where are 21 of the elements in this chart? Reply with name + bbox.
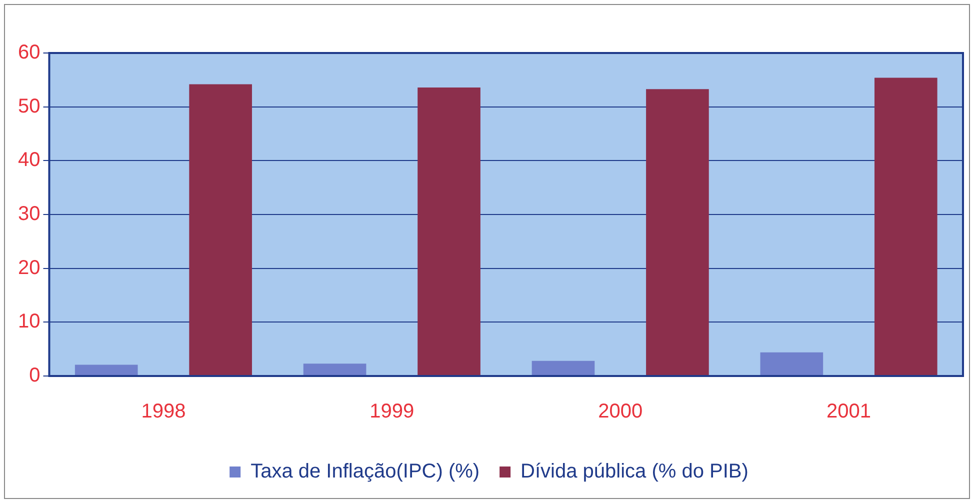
y-tick-label: 30 xyxy=(18,203,40,226)
x-tick-label: 2001 xyxy=(826,400,872,423)
y-tick-label: 10 xyxy=(18,310,40,333)
x-tick-label: 1999 xyxy=(370,400,414,423)
legend-label: Taxa de Inflação(IPC) (%) xyxy=(250,460,480,483)
bar xyxy=(874,78,938,376)
bar xyxy=(303,364,366,376)
y-tick-label: 50 xyxy=(18,95,40,118)
y-tick-label: 40 xyxy=(18,149,40,172)
bar xyxy=(532,360,595,376)
bar xyxy=(189,84,252,376)
bar xyxy=(646,89,709,376)
x-tick-label: 1998 xyxy=(141,400,186,423)
y-tick-label: 60 xyxy=(18,42,40,64)
bar xyxy=(418,87,480,376)
bar xyxy=(760,352,824,376)
legend-label: Dívida pública (% do PIB) xyxy=(520,460,748,483)
bar xyxy=(74,364,138,376)
y-tick-label: 0 xyxy=(29,364,40,387)
x-tick-label: 2000 xyxy=(598,400,643,423)
y-tick-label: 20 xyxy=(18,256,40,279)
